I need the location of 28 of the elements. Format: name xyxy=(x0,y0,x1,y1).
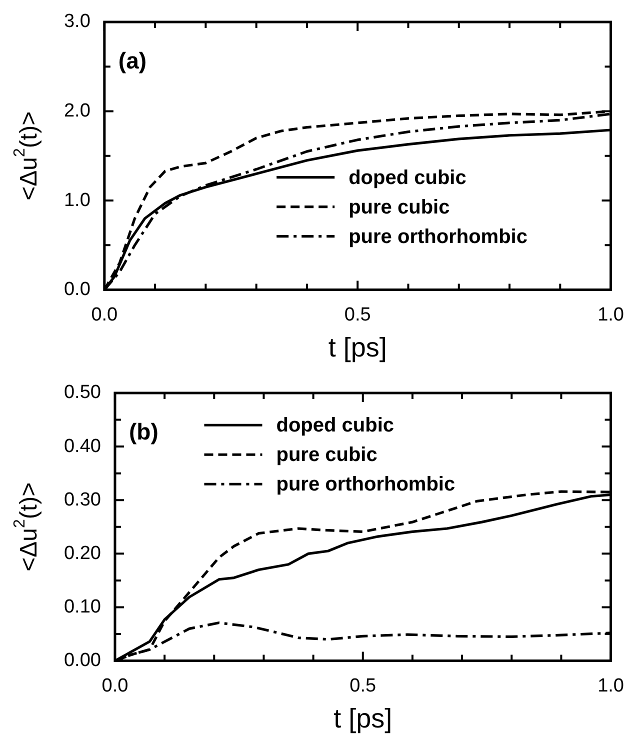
y-tick-label: 0.40 xyxy=(64,436,101,457)
annotation: (b) xyxy=(128,418,158,444)
x-tick-label: 0.5 xyxy=(350,675,376,696)
y-tick-label: 0.0 xyxy=(64,279,90,300)
y-tick-label: 0.30 xyxy=(64,489,101,510)
x-axis-title: t [ps] xyxy=(328,332,387,362)
y-tick-label: 0.10 xyxy=(64,596,101,618)
y-tick-label: 0.00 xyxy=(64,650,101,672)
legend-label: doped cubic xyxy=(276,414,394,437)
x-axis-title: t [ps] xyxy=(334,703,392,734)
legend-label: doped cubic xyxy=(348,166,466,189)
annotation: (a) xyxy=(118,47,147,74)
y-tick-label: 1.0 xyxy=(64,190,90,211)
y-tick-label: 2.0 xyxy=(64,100,90,122)
x-tick-label: 0.5 xyxy=(344,304,371,326)
y-axis-title: <Δu2(t)> xyxy=(11,111,43,200)
x-tick-label: 1.0 xyxy=(598,304,624,326)
y-tick-label: 3.0 xyxy=(64,11,90,32)
y-tick-label: 0.50 xyxy=(64,382,101,404)
x-tick-label: 0.0 xyxy=(102,675,128,696)
legend-label: pure orthorhombic xyxy=(348,226,528,248)
legend-label: pure cubic xyxy=(348,196,450,218)
x-tick-label: 1.0 xyxy=(598,675,624,696)
y-tick-label: 0.20 xyxy=(64,542,101,564)
legend-label: pure orthorhombic xyxy=(276,474,456,496)
x-tick-label: 0.0 xyxy=(91,304,118,326)
y-axis-title: <Δu2(t)> xyxy=(11,482,43,572)
legend-label: pure cubic xyxy=(276,444,378,466)
